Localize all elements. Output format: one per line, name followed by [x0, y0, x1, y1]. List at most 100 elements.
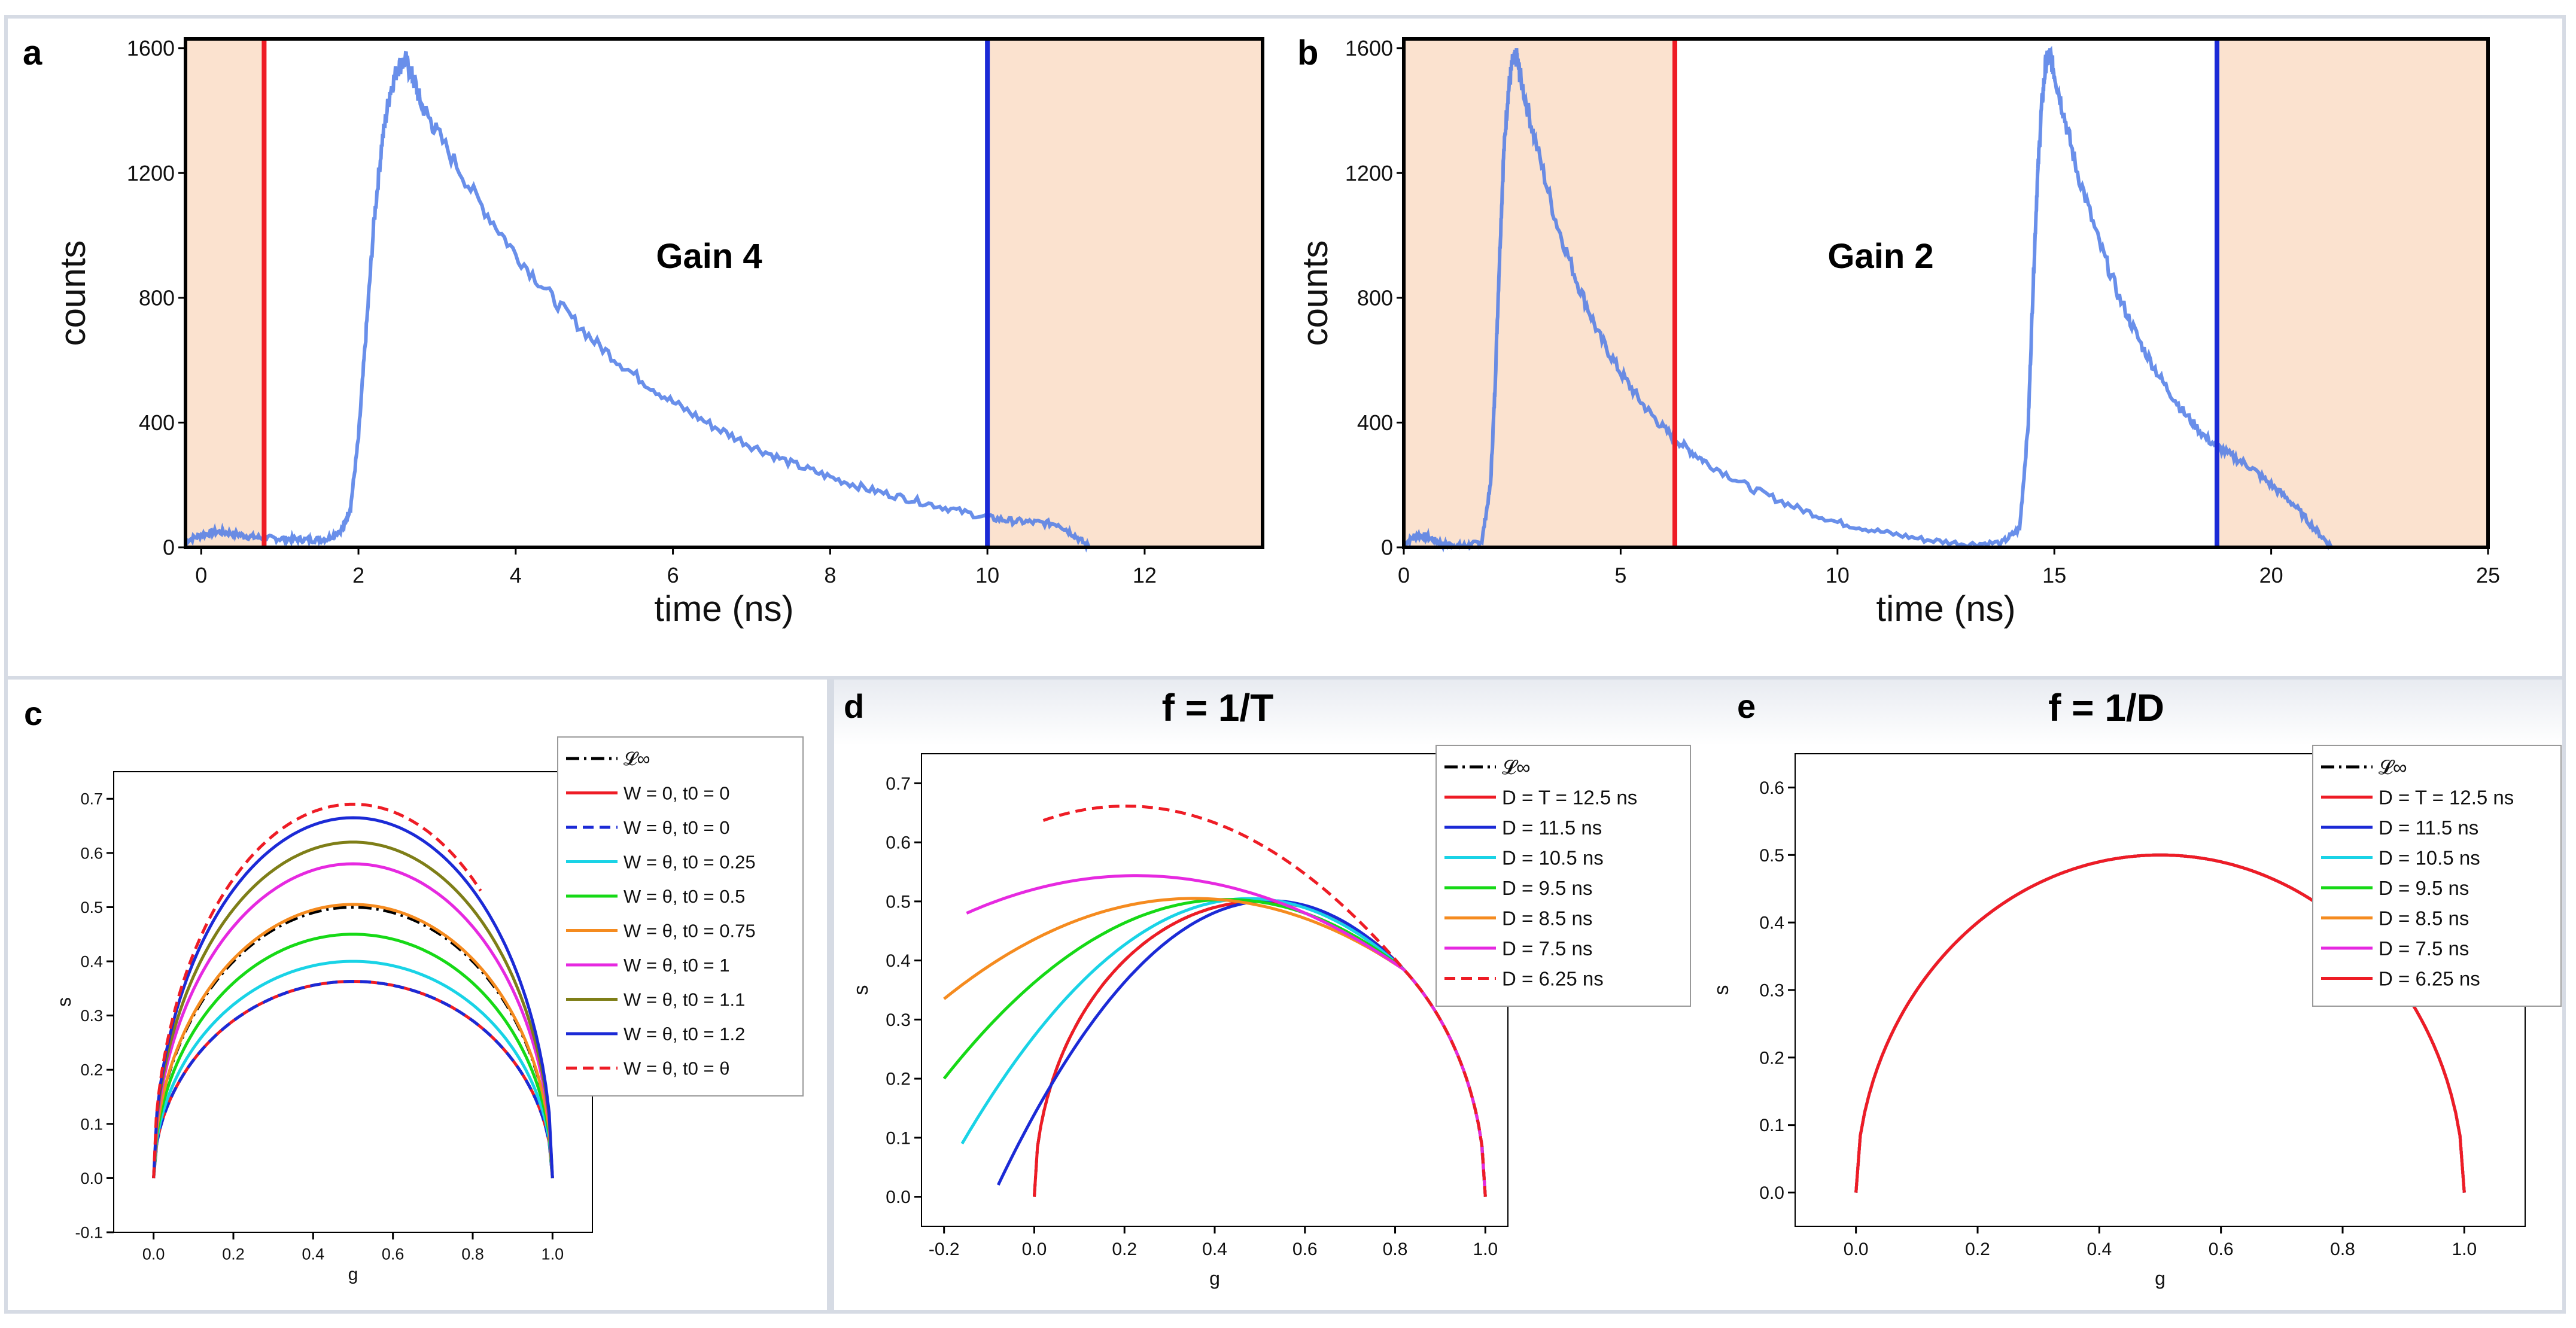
- header-band: [834, 680, 2562, 745]
- series-line: [996, 899, 1487, 1197]
- excluded-region: [987, 39, 1263, 547]
- series-line: [966, 874, 1487, 1197]
- y-tick-label: 0.4: [1759, 913, 1784, 933]
- x-axis-label: g: [2155, 1268, 2166, 1289]
- gain-annotation-a: Gain 4: [656, 237, 762, 276]
- y-tick-label: 0.4: [886, 951, 911, 971]
- y-tick-label: 0.0: [1759, 1183, 1784, 1203]
- legend-entry: 𝓛∞: [1502, 756, 1531, 778]
- x-tick-label: 0.2: [222, 1245, 245, 1263]
- y-tick-label: 1200: [1345, 161, 1393, 185]
- legend-entry: D = 9.5 ns: [2379, 877, 2469, 899]
- chart-e: 0.0 0.2 0.4 0.6 0.8 1.0 0.0 0.1 0.2 0.3 0.4 0.5 0.6 g…: [1710, 745, 2562, 1289]
- x-tick-label: 25: [2476, 563, 2500, 587]
- legend-entry: D = 8.5 ns: [1502, 907, 1592, 929]
- panel-letter-b: b: [1297, 33, 1318, 72]
- legend-entry: D = 6.25 ns: [1502, 967, 1604, 989]
- frame-top: [4, 15, 2566, 680]
- x-tick-label: 2: [352, 563, 364, 587]
- x-tick-label: 0.6: [2209, 1239, 2234, 1259]
- series-line: [1033, 900, 1487, 1197]
- x-tick-label: 8: [824, 563, 836, 587]
- y-tick-label: 1600: [1345, 36, 1393, 60]
- x-tick-label: 0.4: [2087, 1239, 2112, 1259]
- legend-entry: D = 8.5 ns: [2379, 907, 2469, 929]
- x-tick-label: 0.8: [1383, 1239, 1408, 1259]
- x-tick-label: 1.0: [2452, 1239, 2477, 1259]
- legend-entry: W = θ, t0 = 0: [624, 817, 729, 838]
- series-line: [152, 816, 554, 1178]
- x-tick-label: 10: [1826, 563, 1850, 587]
- legend-entry: W = θ, t0 = 0.5: [624, 886, 745, 907]
- x-tick-label: 4: [510, 563, 522, 587]
- legend-entry: D = 10.5 ns: [2379, 846, 2480, 869]
- y-tick-label: 400: [139, 410, 175, 435]
- chart-c: 0.0 0.2 0.4 0.6 0.8 1.0 -0.1 0.0 0.1 0.2 0.3 0.4 0.5…: [53, 736, 804, 1284]
- y-tick-label: 0: [1381, 535, 1393, 560]
- y-tick-label: 0.4: [80, 953, 103, 971]
- y-axis-label: counts: [53, 240, 93, 346]
- legend-entry: W = θ, t0 = 0.75: [624, 921, 756, 942]
- y-tick-label: 0.5: [1759, 846, 1784, 866]
- x-tick-label: 6: [667, 563, 679, 587]
- series-line: [960, 897, 1487, 1197]
- frame-bottom-right: [831, 676, 2566, 1314]
- panel-letter-d: d: [844, 687, 864, 725]
- legend: 𝓛∞ D = T = 12.5 ns D = 11.5 ns D = 10.5 ns D…: [2312, 745, 2562, 1007]
- y-tick-label: 0: [163, 535, 175, 560]
- series-line: [1042, 804, 1487, 1197]
- x-tick-label: 0.8: [461, 1245, 484, 1263]
- legend-entry: D = 7.5 ns: [2379, 937, 2469, 960]
- legend-box: [2312, 745, 2562, 1007]
- legend-entry: D = 10.5 ns: [1502, 846, 1604, 869]
- y-tick-label: 0.3: [1759, 981, 1784, 1001]
- x-tick-label: 0.4: [1202, 1239, 1227, 1259]
- legend-entry: D = 9.5 ns: [1502, 877, 1592, 899]
- legend-entry: W = 0, t0 = 0: [624, 783, 729, 804]
- x-axis-label: g: [348, 1265, 358, 1284]
- series-line: [152, 960, 554, 1178]
- x-tick-label: 5: [1614, 563, 1626, 587]
- y-tick-label: 0.3: [886, 1010, 911, 1030]
- y-axis-label: s: [850, 985, 872, 995]
- x-tick-label: 15: [2042, 563, 2066, 587]
- y-tick-label: 800: [1357, 285, 1393, 310]
- decay-trace: [1402, 45, 2334, 553]
- legend-entry: D = 11.5 ns: [2379, 817, 2478, 839]
- x-tick-label: -0.2: [929, 1239, 960, 1259]
- x-tick-label: 0: [1398, 563, 1410, 587]
- y-tick-label: -0.1: [75, 1223, 103, 1241]
- panel-letter-a: a: [23, 33, 42, 72]
- y-tick-label: 800: [139, 285, 175, 310]
- x-tick-label: 0.0: [1844, 1239, 1869, 1259]
- y-tick-label: 0.1: [80, 1115, 103, 1133]
- legend-entry: W = θ, t0 = θ: [624, 1058, 729, 1079]
- x-tick-label: 0: [195, 563, 207, 587]
- panel-title-d: f = 1/T: [1162, 686, 1274, 729]
- y-tick-label: 0.0: [80, 1169, 103, 1187]
- y-tick-label: 0.1: [1759, 1116, 1784, 1135]
- y-axis-label: s: [53, 997, 75, 1007]
- x-tick-label: 1.0: [542, 1245, 564, 1263]
- series-line: [152, 933, 554, 1178]
- chart-d: -0.2 0.0 0.2 0.4 0.6 0.8 1.0 0.0 0.1 0.2 0.3 0.4 0.5…: [850, 745, 1691, 1289]
- y-tick-label: 0.0: [886, 1187, 911, 1207]
- chart-b: 0 5 10 15 20 25 0 400 800 1200 1600 time (ns) counts: [1295, 36, 2500, 629]
- x-tick-label: 0.4: [302, 1245, 325, 1263]
- legend-box: [1435, 745, 1691, 1007]
- panel-letter-e: e: [1737, 687, 1756, 725]
- legend-entry: W = θ, t0 = 1.1: [624, 989, 745, 1010]
- y-tick-label: 1600: [127, 36, 175, 60]
- y-tick-label: 0.7: [80, 790, 103, 808]
- series-line: [152, 862, 554, 1178]
- x-tick-label: 0.6: [382, 1245, 405, 1263]
- series-line: [152, 980, 554, 1178]
- x-tick-label: 0.2: [1112, 1239, 1137, 1259]
- series-line: [152, 906, 554, 1178]
- y-tick-label: 0.5: [886, 892, 911, 912]
- series-line: [152, 903, 554, 1178]
- plot-frame: [1402, 37, 2490, 549]
- legend-entry: W = θ, t0 = 0.25: [624, 852, 756, 873]
- legend-box: [557, 736, 804, 1096]
